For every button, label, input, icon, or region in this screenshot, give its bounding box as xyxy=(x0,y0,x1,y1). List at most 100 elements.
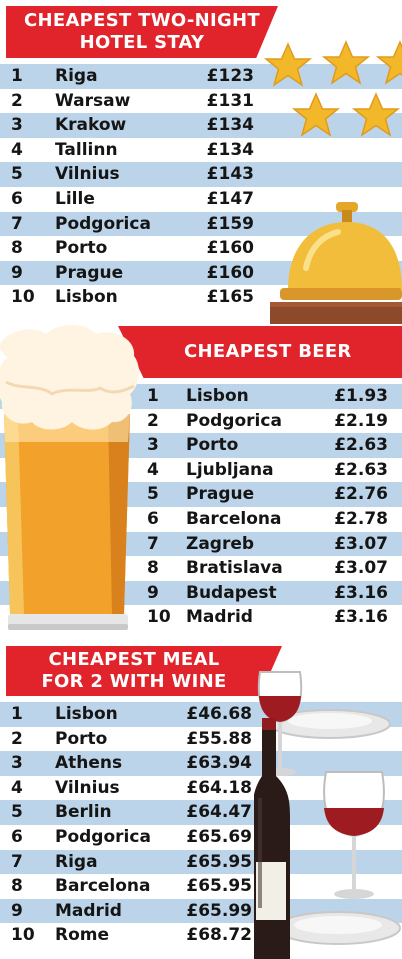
rank: 10 xyxy=(11,925,35,946)
rank: 8 xyxy=(11,876,23,897)
table-row: 2 Warsaw £131 xyxy=(0,88,402,114)
rank: 8 xyxy=(11,238,23,259)
price: £68.72 xyxy=(186,925,252,946)
wine-bottle-icon xyxy=(254,671,401,959)
city: Zagreb xyxy=(186,533,255,554)
hotel-banner: CHEAPEST TWO-NIGHT HOTEL STAY xyxy=(6,6,278,58)
beer-glass-icon xyxy=(0,325,139,630)
city: Berlin xyxy=(55,802,112,823)
city: Madrid xyxy=(186,607,253,628)
price: £160 xyxy=(206,262,254,283)
price: £65.99 xyxy=(186,900,252,921)
city: Podgorica xyxy=(55,826,151,847)
rank: 5 xyxy=(11,802,23,823)
city: Lisbon xyxy=(186,386,249,406)
city: Athens xyxy=(55,753,123,774)
city: Lisbon xyxy=(55,287,118,308)
city: Madrid xyxy=(55,900,122,921)
price: £3.07 xyxy=(334,558,388,579)
rank: 1 xyxy=(11,66,23,86)
city: Prague xyxy=(55,262,124,283)
price: £123 xyxy=(206,66,254,86)
table-row: 4 Tallinn £134 xyxy=(0,137,402,163)
beer-title: CHEAPEST BEER xyxy=(184,341,352,362)
city: Porto xyxy=(186,435,239,456)
price: £131 xyxy=(206,90,254,111)
rank: 6 xyxy=(11,826,23,847)
rank: 1 xyxy=(11,704,23,724)
hotel-section: 1 Riga £123 2 Warsaw £131 3 Krakow £134 4 Talli… xyxy=(0,0,402,324)
rank: 7 xyxy=(11,851,23,872)
price: £159 xyxy=(206,213,254,234)
city: Krakow xyxy=(55,115,127,136)
table-row: 6 Lille £147 xyxy=(0,186,402,212)
city: Vilnius xyxy=(55,777,120,798)
price: £2.63 xyxy=(334,435,388,456)
rank: 10 xyxy=(147,607,171,628)
rank: 6 xyxy=(11,188,23,209)
rank: 7 xyxy=(11,213,23,234)
city: Rome xyxy=(55,925,110,946)
city: Barcelona xyxy=(55,876,151,897)
price: £143 xyxy=(206,164,254,185)
rank: 6 xyxy=(147,508,159,529)
price: £63.94 xyxy=(186,753,252,774)
rank: 3 xyxy=(11,115,23,136)
table-row: 5 Vilnius £143 xyxy=(0,162,402,187)
price: £134 xyxy=(206,139,254,160)
price: £3.07 xyxy=(334,533,388,554)
rank: 9 xyxy=(147,582,159,603)
price: £2.19 xyxy=(334,410,388,431)
price: £2.76 xyxy=(334,484,388,505)
rank: 10 xyxy=(11,287,35,308)
city: Barcelona xyxy=(186,508,282,529)
city: Porto xyxy=(55,238,108,259)
rank: 5 xyxy=(147,484,159,505)
service-bell-icon xyxy=(270,202,402,324)
price: £55.88 xyxy=(186,728,252,749)
price: £46.68 xyxy=(186,704,252,724)
city: Budapest xyxy=(186,582,277,603)
table-row: 8 Barcelona £65.95 xyxy=(0,874,402,899)
city: Prague xyxy=(186,484,255,505)
price: £147 xyxy=(206,188,254,209)
meal-section: 1 Lisbon £46.68 2 Porto £55.88 3 Athens £63.94… xyxy=(0,642,402,959)
star-icon xyxy=(265,41,402,136)
rank: 4 xyxy=(147,459,159,480)
price: £160 xyxy=(206,238,254,259)
rank: 2 xyxy=(11,728,23,749)
price: £3.16 xyxy=(334,607,388,628)
rank: 4 xyxy=(11,139,23,160)
city: Bratislava xyxy=(186,558,283,579)
price: £1.93 xyxy=(334,386,388,406)
price: £165 xyxy=(206,287,254,308)
city: Podgorica xyxy=(55,213,151,234)
price: £3.16 xyxy=(334,582,388,603)
price: £64.47 xyxy=(186,802,252,823)
price: £2.63 xyxy=(334,459,388,480)
rank: 1 xyxy=(147,386,159,406)
wine-glass-icon xyxy=(257,671,303,776)
price: £65.95 xyxy=(186,851,252,872)
price: £64.18 xyxy=(186,777,252,798)
beer-banner: CHEAPEST BEER xyxy=(118,326,402,378)
price: £134 xyxy=(206,115,254,136)
table-row: 3 Krakow £134 xyxy=(0,113,402,138)
city: Warsaw xyxy=(55,90,131,111)
plate-icon xyxy=(269,709,401,945)
rank: 9 xyxy=(11,900,23,921)
rank: 8 xyxy=(147,558,159,579)
rank: 7 xyxy=(147,533,159,554)
city: Riga xyxy=(55,851,98,872)
table-row: 3 Athens £63.94 xyxy=(0,751,402,776)
city: Lille xyxy=(55,188,95,209)
city: Porto xyxy=(55,728,108,749)
table-row: 7 Riga £65.95 xyxy=(0,849,402,875)
rank: 2 xyxy=(147,410,159,431)
price: £65.95 xyxy=(186,876,252,897)
price: £2.78 xyxy=(334,508,388,529)
rank: 9 xyxy=(11,262,23,283)
meal-title-line2: FOR 2 WITH WINE xyxy=(41,671,227,692)
city: Ljubljana xyxy=(186,459,274,480)
city: Lisbon xyxy=(55,704,118,724)
